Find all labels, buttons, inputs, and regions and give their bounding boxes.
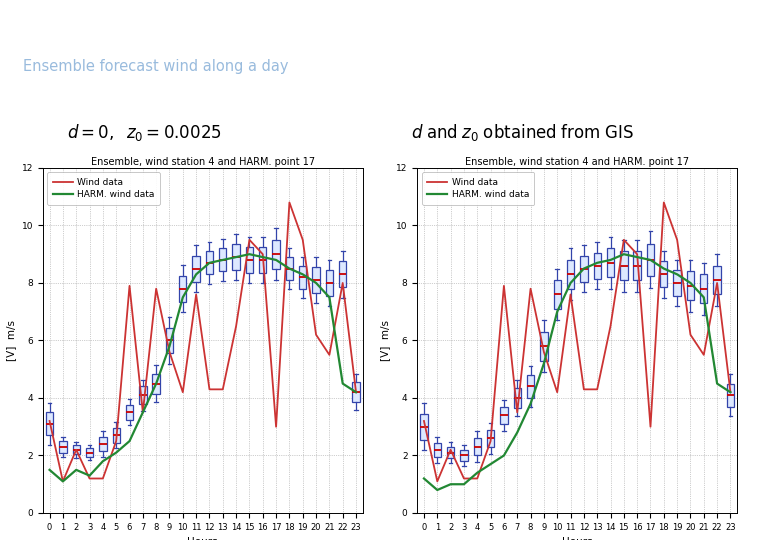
Y-axis label: [V]  m/s: [V] m/s: [381, 320, 391, 361]
PathPatch shape: [299, 266, 307, 289]
PathPatch shape: [447, 447, 454, 458]
Title: Ensemble, wind station 4 and HARM. point 17: Ensemble, wind station 4 and HARM. point…: [90, 157, 315, 167]
PathPatch shape: [554, 280, 561, 309]
PathPatch shape: [633, 251, 641, 280]
PathPatch shape: [326, 270, 333, 296]
PathPatch shape: [660, 261, 668, 287]
PathPatch shape: [460, 450, 467, 461]
PathPatch shape: [232, 244, 239, 270]
PathPatch shape: [714, 266, 721, 294]
PathPatch shape: [353, 382, 360, 402]
PathPatch shape: [487, 430, 495, 447]
X-axis label: Hours: Hours: [562, 537, 593, 540]
Text: SIANI: SIANI: [693, 60, 735, 73]
PathPatch shape: [259, 247, 267, 273]
Text: Ensemble forecast wind along a day: Ensemble forecast wind along a day: [23, 58, 289, 73]
PathPatch shape: [420, 414, 427, 440]
PathPatch shape: [513, 388, 521, 408]
Legend: Wind data, HARM. wind data: Wind data, HARM. wind data: [48, 172, 160, 205]
PathPatch shape: [541, 332, 548, 361]
Title: Ensemble, wind station 4 and HARM. point 17: Ensemble, wind station 4 and HARM. point…: [465, 157, 690, 167]
PathPatch shape: [567, 260, 574, 289]
PathPatch shape: [73, 446, 80, 454]
PathPatch shape: [59, 441, 66, 453]
Text: $d = 0,\;\; z_0 = 0.0025$: $d = 0,\;\; z_0 = 0.0025$: [67, 123, 222, 143]
PathPatch shape: [219, 248, 226, 272]
PathPatch shape: [139, 387, 147, 404]
PathPatch shape: [607, 248, 614, 277]
PathPatch shape: [272, 240, 280, 268]
PathPatch shape: [434, 443, 441, 457]
PathPatch shape: [527, 375, 534, 398]
PathPatch shape: [500, 407, 508, 424]
Text: Ensemble methods: Ensemble methods: [23, 23, 277, 46]
Text: $d\;\mathrm{and}\;z_0\;\mathrm{obtained\;from\;GIS}$: $d\;\mathrm{and}\;z_0\;\mathrm{obtained\…: [411, 123, 634, 143]
PathPatch shape: [46, 413, 53, 435]
PathPatch shape: [126, 405, 133, 420]
PathPatch shape: [99, 437, 107, 451]
PathPatch shape: [473, 438, 481, 456]
PathPatch shape: [166, 328, 173, 353]
PathPatch shape: [285, 257, 293, 280]
PathPatch shape: [647, 244, 654, 276]
PathPatch shape: [313, 267, 320, 293]
Legend: Wind data, HARM. wind data: Wind data, HARM. wind data: [422, 172, 534, 205]
PathPatch shape: [580, 255, 587, 281]
PathPatch shape: [339, 261, 346, 287]
PathPatch shape: [112, 428, 120, 443]
PathPatch shape: [700, 274, 707, 303]
PathPatch shape: [179, 276, 186, 302]
PathPatch shape: [246, 247, 253, 273]
PathPatch shape: [687, 272, 694, 300]
PathPatch shape: [673, 270, 681, 296]
PathPatch shape: [620, 251, 627, 280]
PathPatch shape: [594, 253, 601, 279]
PathPatch shape: [206, 251, 213, 274]
PathPatch shape: [86, 448, 93, 457]
PathPatch shape: [193, 255, 200, 281]
X-axis label: Hours: Hours: [187, 537, 218, 540]
PathPatch shape: [727, 383, 734, 407]
Y-axis label: [V]  m/s: [V] m/s: [6, 320, 16, 361]
PathPatch shape: [153, 374, 160, 394]
